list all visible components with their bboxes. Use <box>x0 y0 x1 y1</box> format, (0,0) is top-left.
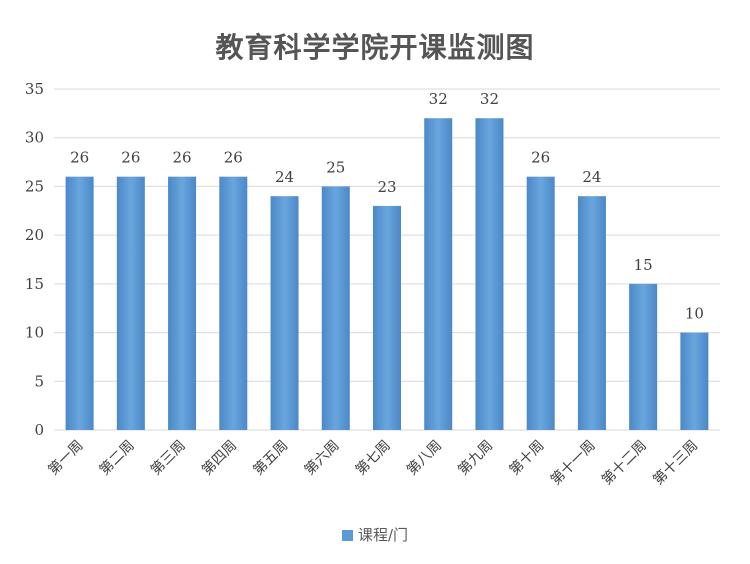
y-tick-label: 0 <box>34 421 44 439</box>
data-label: 32 <box>480 90 499 108</box>
data-label: 26 <box>224 149 243 167</box>
x-tick-label: 第二周 <box>96 437 138 479</box>
bar <box>373 205 401 430</box>
y-tick-label: 30 <box>25 129 44 147</box>
x-tick-label: 第三周 <box>147 437 189 479</box>
data-label: 26 <box>121 149 140 167</box>
bar <box>219 176 248 430</box>
bar <box>116 176 145 430</box>
y-tick-label: 10 <box>25 324 44 342</box>
x-tick-label: 第十二周 <box>598 437 650 489</box>
data-label: 10 <box>685 305 704 323</box>
bar <box>526 176 555 430</box>
data-label: 15 <box>634 256 653 274</box>
bars <box>65 118 709 430</box>
legend: 课程/门 <box>0 524 750 545</box>
data-label: 32 <box>429 90 448 108</box>
x-tick-label: 第九周 <box>455 437 497 479</box>
data-labels: 26 26 26 26 24 25 23 32 32 26 24 15 10 <box>70 90 704 322</box>
x-tick-label: 第四周 <box>198 437 240 479</box>
data-label: 24 <box>275 168 294 186</box>
y-tick-label: 5 <box>34 372 44 390</box>
chart-title: 教育科学学院开课监测图 <box>215 31 535 64</box>
bar <box>168 176 197 430</box>
data-label: 25 <box>326 158 345 176</box>
x-tick-label: 第十一周 <box>547 437 599 489</box>
y-tick-label: 25 <box>25 177 44 195</box>
x-tick-label: 第十三周 <box>650 437 702 489</box>
x-tick-label: 第八周 <box>403 437 445 479</box>
x-tick-label: 第七周 <box>352 437 394 479</box>
bar <box>680 332 709 430</box>
y-axis-ticks: 0 5 10 15 20 25 30 35 <box>25 80 44 439</box>
y-tick-label: 35 <box>25 80 44 98</box>
bar <box>65 176 94 430</box>
legend-label: 课程/门 <box>357 526 409 544</box>
x-tick-label: 第六周 <box>301 437 343 479</box>
legend-swatch <box>341 530 353 541</box>
bar <box>270 196 299 430</box>
y-tick-label: 20 <box>25 226 44 244</box>
bar <box>577 196 606 430</box>
data-label: 24 <box>582 168 601 186</box>
data-label: 23 <box>377 178 396 196</box>
data-label: 26 <box>531 149 550 167</box>
x-axis-ticks: 第一周 第二周 第三周 第四周 第五周 第六周 第七周 第八周 第九周 第十周 第十一周 第十二周 第十… <box>45 437 701 489</box>
y-tick-label: 15 <box>25 275 44 293</box>
data-label: 26 <box>173 149 192 167</box>
bar <box>475 118 504 430</box>
bar <box>321 186 350 430</box>
x-tick-label: 第十周 <box>506 437 548 479</box>
bar <box>424 118 453 430</box>
x-tick-label: 第一周 <box>45 437 87 479</box>
x-tick-label: 第五周 <box>250 437 292 479</box>
bar <box>629 283 658 430</box>
data-label: 26 <box>70 149 89 167</box>
